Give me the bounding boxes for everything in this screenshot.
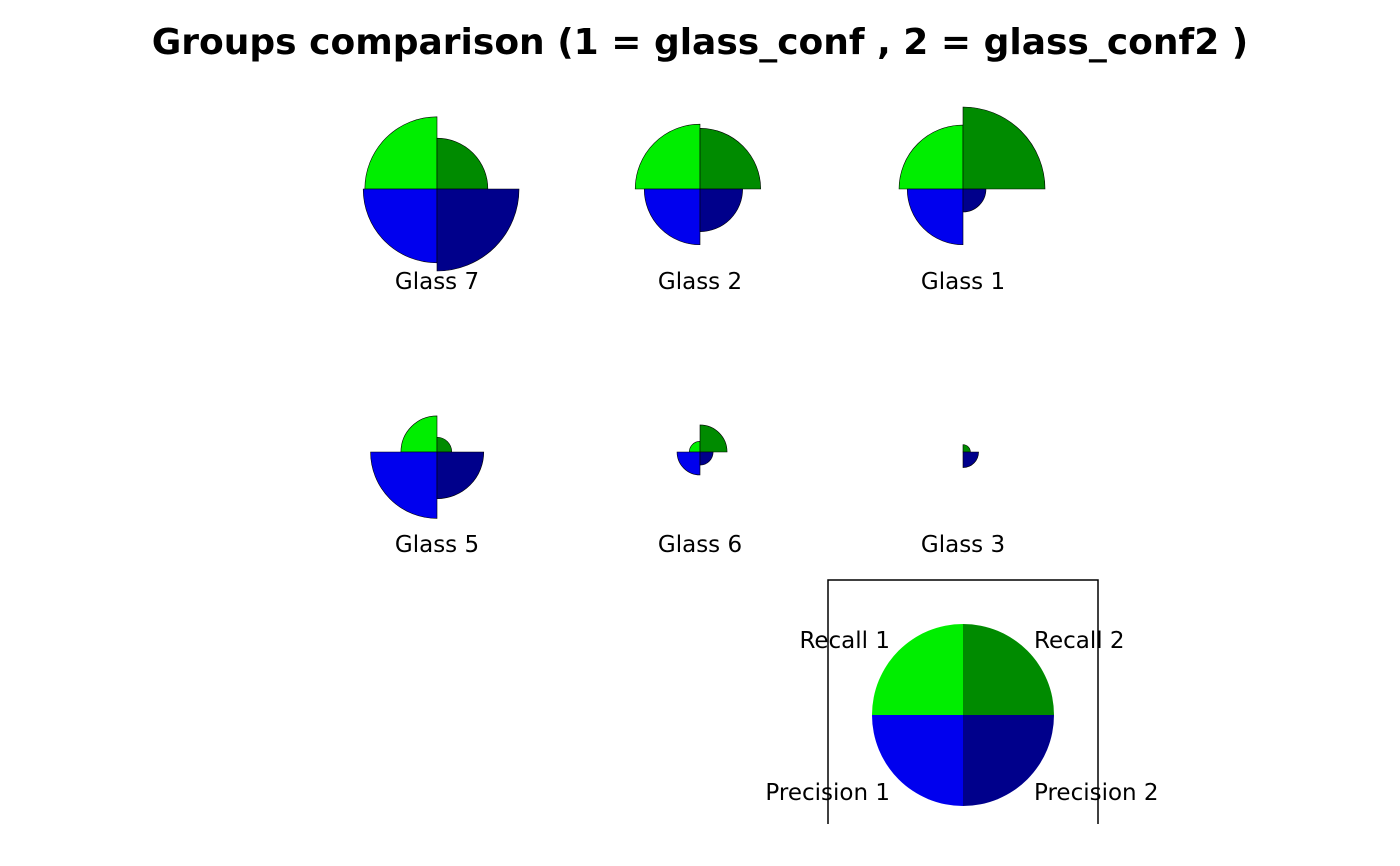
wedge-recall-1 [634,123,701,190]
wedge-recall-2 [699,424,728,453]
legend: Recall 1 Recall 2 Precision 1 Precision … [765,579,1159,824]
wedge-precision-2 [436,451,485,500]
wedge-recall-2 [962,106,1046,190]
wedge-precision-1 [362,188,438,264]
wedge-recall-1 [364,116,438,190]
wedge-recall-2 [962,444,971,453]
legend-box [827,579,1099,824]
group-label: Glass 6 [658,532,742,558]
wedge-recall-1 [898,124,964,190]
wedge-precision-1 [370,451,438,519]
wedge-precision-1 [906,188,964,246]
wedge-precision-1 [643,188,701,246]
chart-title: Groups comparison (1 = glass_conf , 2 = … [152,22,1249,63]
wedge-recall-2 [699,128,761,190]
group-label: Glass 1 [921,269,1005,295]
group-glass-6: Glass 6 [658,424,742,558]
wedge-recall-2 [436,436,453,453]
legend-pie [872,624,1054,806]
group-glass-7: Glass 7 [362,116,520,295]
legend-wedge-precision-1 [872,715,963,806]
group-glass-5: Glass 5 [370,415,485,558]
wedge-precision-2 [699,451,714,466]
groups-layer: Glass 7 Glass 2 Glass 1 Glass 5 Glass 6 Glass… [362,106,1046,558]
group-glass-1: Glass 1 [898,106,1046,295]
group-label: Glass 3 [921,532,1005,558]
legend-label-precision-2: Precision 2 [1034,780,1159,806]
legend-label-recall-1: Recall 1 [799,628,890,654]
legend-label-precision-1: Precision 1 [765,780,890,806]
legend-wedge-recall-1 [872,624,963,715]
wedge-precision-1 [676,451,701,476]
legend-label-recall-2: Recall 2 [1034,628,1125,654]
group-label: Glass 2 [658,269,742,295]
wedge-precision-2 [436,188,520,272]
wedge-recall-2 [436,137,489,190]
group-glass-3: Glass 3 [921,444,1005,558]
group-label: Glass 5 [395,532,479,558]
wedge-precision-2 [962,188,987,213]
wedge-recall-1 [400,415,438,453]
wedge-precision-2 [962,451,979,468]
legend-wedge-recall-2 [963,624,1054,715]
group-glass-2: Glass 2 [634,123,761,295]
legend-wedge-precision-2 [963,715,1054,806]
wedge-precision-2 [699,188,743,232]
wedge-recall-1 [689,441,701,453]
group-label: Glass 7 [395,269,479,295]
